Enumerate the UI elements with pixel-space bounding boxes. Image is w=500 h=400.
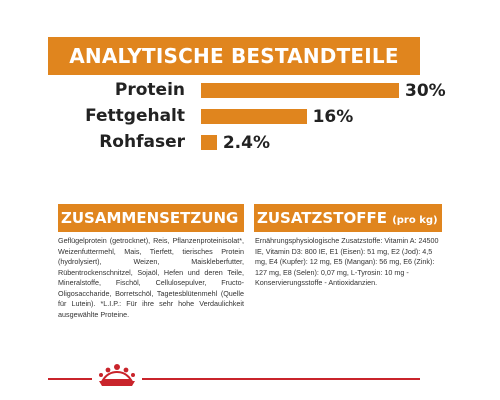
composition-text: Geflügelprotein (getrocknet), Reis, Pfla… — [58, 236, 244, 319]
fat-bar — [201, 109, 307, 124]
protein-label: Protein — [114, 80, 185, 100]
fiber-bar — [201, 135, 217, 150]
composition-header: ZUSAMMENSETZUNG — [58, 204, 244, 232]
additives-header: ZUSATZSTOFFE (pro kg) — [254, 204, 442, 232]
fat-value: 16% — [312, 107, 354, 127]
additives-text: Ernährungsphysiologische Zusatzstoffe: V… — [255, 236, 439, 287]
protein-bar — [201, 83, 399, 98]
crown-icon — [99, 364, 135, 386]
analysis-title-banner: ANALYTISCHE BESTANDTEILE — [48, 37, 420, 75]
fiber-value: 2.4% — [222, 133, 270, 153]
fat-label: Fettgehalt — [85, 106, 185, 126]
additives-title-suffix: (pro kg) — [392, 215, 438, 226]
composition-title: ZUSAMMENSETZUNG — [61, 209, 239, 227]
protein-value: 30% — [405, 81, 446, 101]
fiber-label: Rohfaser — [99, 132, 185, 152]
additives-title: ZUSATZSTOFFE — [257, 209, 387, 227]
footer-line-left — [48, 378, 92, 380]
footer-line-right — [142, 378, 420, 380]
